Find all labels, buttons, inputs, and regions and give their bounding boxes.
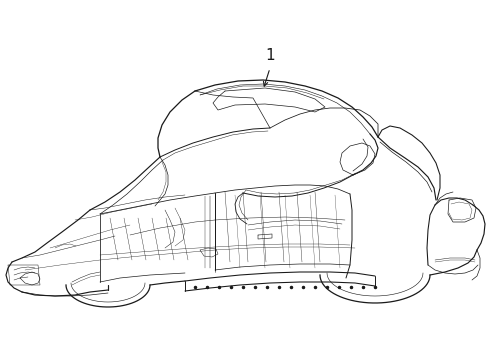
Text: 1: 1 xyxy=(264,48,274,63)
